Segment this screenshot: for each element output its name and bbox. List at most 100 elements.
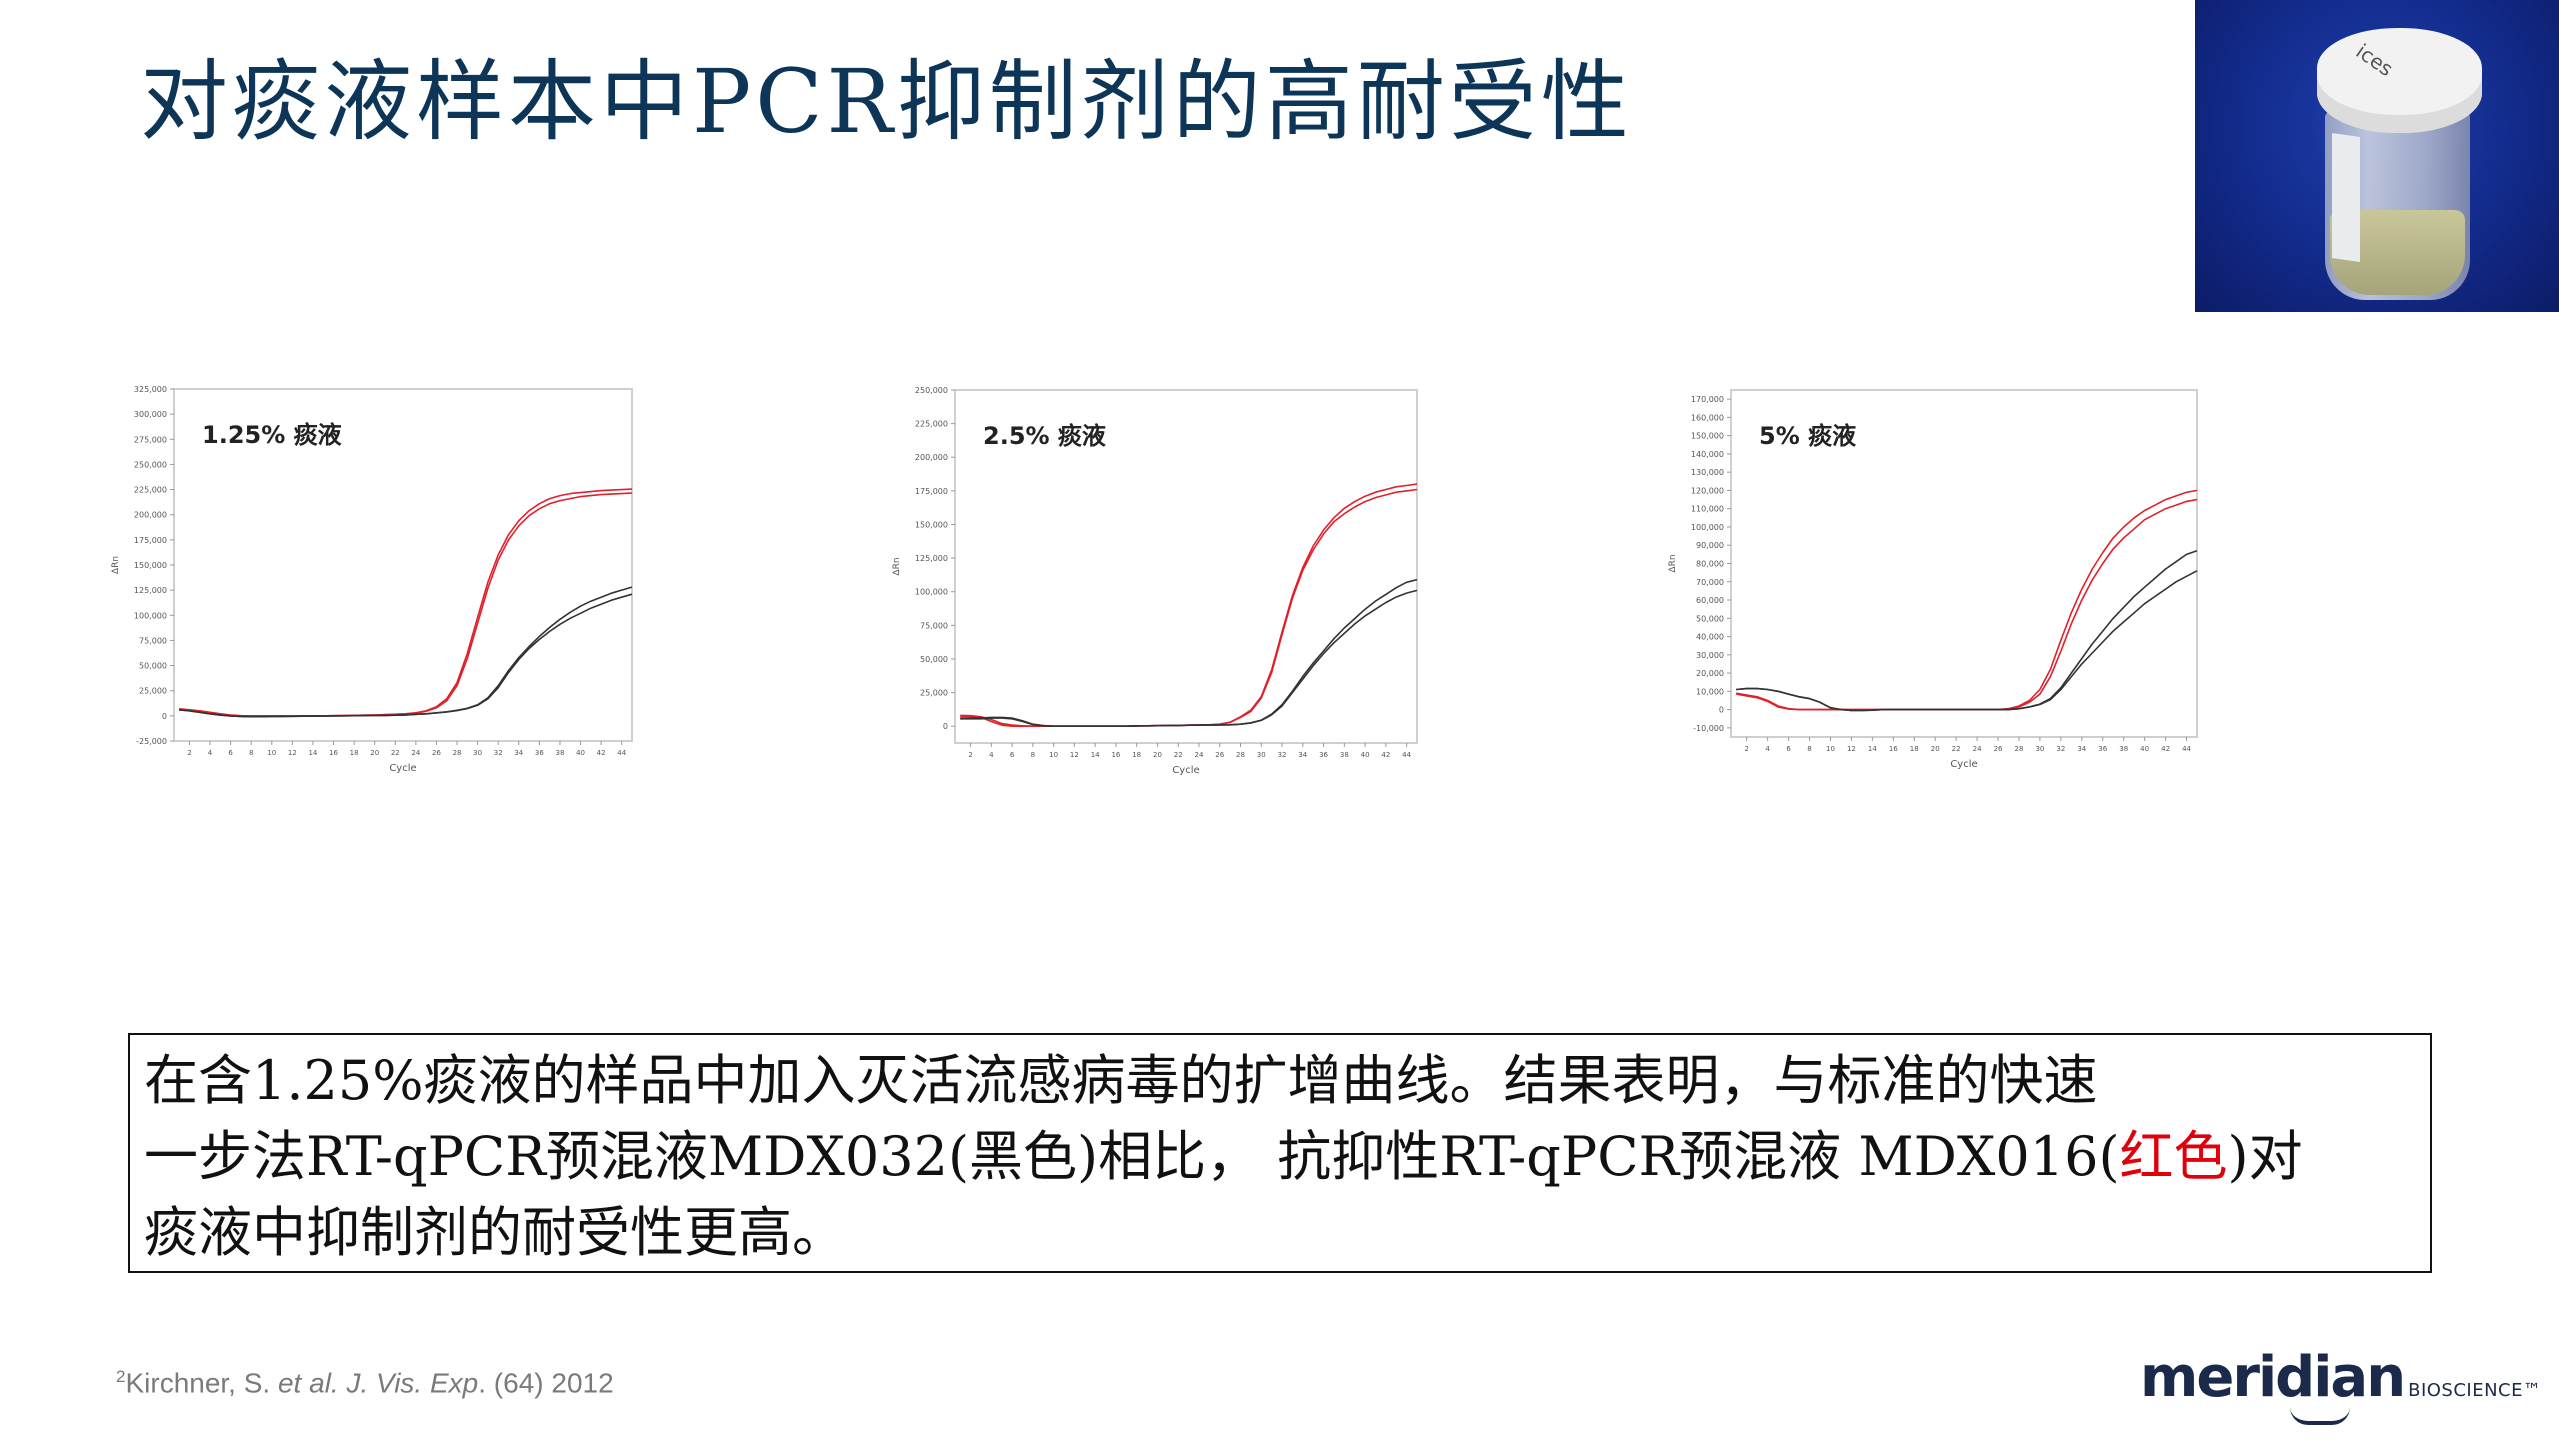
x-tick-label: 14 — [1091, 751, 1100, 759]
x-tick-label: 6 — [1786, 745, 1791, 753]
x-tick-label: 20 — [1153, 751, 1162, 759]
x-tick-label: 18 — [1132, 751, 1141, 759]
x-axis-label: Cycle — [389, 763, 416, 774]
logo-subtext: BIOSCIENCE™ — [2408, 1380, 2542, 1401]
y-tick-label: 90,000 — [1696, 541, 1724, 550]
meridian-bioscience-logo: meridian BIOSCIENCE™ — [2140, 1345, 2542, 1425]
x-tick-label: 2 — [968, 751, 972, 759]
x-tick-label: 38 — [1340, 751, 1349, 759]
y-tick-label: 30,000 — [1696, 651, 1724, 660]
x-tick-label: 42 — [597, 749, 606, 757]
x-tick-label: 32 — [2056, 745, 2065, 753]
x-tick-label: 20 — [1931, 745, 1940, 753]
x-tick-label: 36 — [1319, 751, 1328, 759]
amplification-curve-red — [179, 492, 633, 717]
y-tick-label: 100,000 — [1691, 523, 1724, 532]
slide-title: 对痰液样本中PCR抑制剂的高耐受性 — [140, 50, 1633, 153]
x-tick-label: 26 — [1215, 751, 1224, 759]
x-tick-label: 34 — [514, 749, 523, 757]
x-tick-label: 40 — [2140, 745, 2149, 753]
y-tick-label: 150,000 — [134, 561, 167, 570]
x-tick-label: 18 — [350, 749, 359, 757]
x-tick-label: 4 — [1765, 745, 1770, 753]
x-tick-label: 14 — [308, 749, 317, 757]
plot-frame — [173, 388, 633, 742]
x-tick-label: 38 — [2119, 745, 2128, 753]
x-tick-label: 30 — [2035, 745, 2044, 753]
caption-line-1: 在含1.25%痰液的样品中加入灭活流感病毒的扩增曲线。结果表明，与标准的快速 — [144, 1049, 2098, 1112]
x-tick-label: 22 — [1174, 751, 1183, 759]
y-tick-label: 325,000 — [134, 385, 167, 394]
y-tick-label: 200,000 — [915, 453, 948, 462]
x-tick-label: 2 — [187, 749, 191, 757]
y-tick-label: 175,000 — [915, 487, 948, 496]
jar-cap — [2317, 28, 2482, 133]
y-tick-label: 250,000 — [915, 386, 948, 395]
y-tick-label: 150,000 — [1691, 432, 1724, 441]
y-tick-label: 130,000 — [1691, 468, 1724, 477]
x-tick-label: 28 — [2015, 745, 2024, 753]
y-tick-label: 125,000 — [915, 554, 948, 563]
y-tick-label: 50,000 — [1696, 614, 1724, 623]
x-tick-label: 42 — [2161, 745, 2170, 753]
x-tick-label: 6 — [1010, 751, 1015, 759]
y-axis-label: ΔRn — [892, 557, 902, 575]
y-axis-label: ΔRn — [1668, 554, 1678, 572]
y-tick-label: 225,000 — [915, 420, 948, 429]
x-tick-label: 16 — [1111, 751, 1120, 759]
y-tick-label: 80,000 — [1696, 560, 1724, 569]
x-tick-label: 44 — [1402, 751, 1411, 759]
y-tick-label: 200,000 — [134, 511, 167, 520]
x-tick-label: 34 — [2077, 745, 2086, 753]
x-tick-label: 22 — [1952, 745, 1961, 753]
x-tick-label: 10 — [1826, 745, 1835, 753]
x-tick-label: 8 — [249, 749, 253, 757]
y-tick-label: 300,000 — [134, 410, 167, 419]
x-tick-label: 8 — [1031, 751, 1035, 759]
x-tick-label: 34 — [1298, 751, 1307, 759]
y-tick-label: 20,000 — [1696, 669, 1724, 678]
y-tick-label: 25,000 — [139, 687, 167, 696]
result-caption-box: 在含1.25%痰液的样品中加入灭活流感病毒的扩增曲线。结果表明，与标准的快速 一… — [128, 1033, 2432, 1273]
y-tick-label: 160,000 — [1691, 413, 1724, 422]
y-tick-label: 120,000 — [1691, 486, 1724, 495]
x-tick-label: 30 — [1257, 751, 1266, 759]
sputum-sample-photo: ices — [2195, 0, 2559, 312]
y-tick-label: 100,000 — [915, 588, 948, 597]
x-tick-label: 8 — [1807, 745, 1811, 753]
plot-frame — [1730, 389, 2198, 738]
x-tick-label: 14 — [1868, 745, 1877, 753]
y-tick-label: 60,000 — [1696, 596, 1724, 605]
y-tick-label: -10,000 — [1693, 724, 1724, 733]
citation-journal: et al. J. Vis. Exp — [277, 1367, 479, 1399]
y-tick-label: 0 — [162, 712, 167, 721]
amplification-chart-2-5-percent: 0 25,000 50,000 75,000 100,000 125,000 150,000… — [885, 380, 1427, 793]
x-axis-label: Cycle — [1172, 765, 1199, 776]
y-tick-label: 0 — [943, 722, 948, 731]
caption-line-3: 痰液中抑制剂的耐受性更高。 — [144, 1201, 846, 1264]
citation-author: Kirchner, S. — [125, 1367, 278, 1399]
amplification-curve-black — [179, 593, 633, 718]
y-tick-label: 40,000 — [1696, 633, 1724, 642]
x-tick-label: 12 — [1847, 745, 1856, 753]
caption-red-highlight: 红色 — [2119, 1125, 2228, 1188]
x-tick-label: 36 — [2098, 745, 2107, 753]
chart-condition-label: 1.25% 痰液 — [202, 421, 342, 449]
x-tick-label: 40 — [576, 749, 585, 757]
x-tick-label: 44 — [2182, 745, 2191, 753]
x-tick-label: 30 — [473, 749, 482, 757]
y-tick-label: 125,000 — [134, 586, 167, 595]
y-tick-label: 25,000 — [920, 689, 948, 698]
citation-issue: . (64) 2012 — [478, 1367, 614, 1399]
citation-number: 2 — [116, 1367, 126, 1386]
x-tick-label: 6 — [228, 749, 233, 757]
caption-line-2: 一步法RT-qPCR预混液MDX032(黑色)相比， 抗抑性RT-qPCR预混液… — [144, 1119, 2416, 1195]
x-tick-label: 24 — [411, 749, 420, 757]
y-axis-label: ΔRn — [111, 556, 121, 574]
x-tick-label: 22 — [391, 749, 400, 757]
x-tick-label: 44 — [617, 749, 626, 757]
x-tick-label: 24 — [1973, 745, 1982, 753]
x-tick-label: 12 — [1070, 751, 1079, 759]
x-tick-label: 42 — [1381, 751, 1390, 759]
x-tick-label: 26 — [432, 749, 441, 757]
